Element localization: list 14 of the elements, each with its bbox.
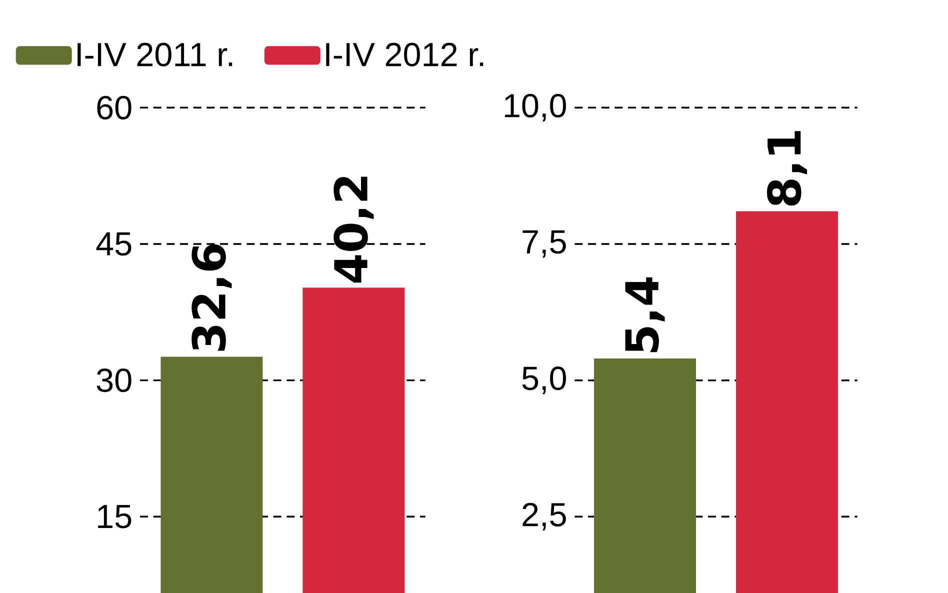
data-label: 40,2 [334,176,374,283]
data-label: 5,4 [625,277,665,352]
y-tick-label: 45 [96,232,132,256]
y-tick-label: 5,0 [522,366,566,394]
y-tick-label: 7,5 [522,230,566,258]
legend-label: I-IV 2012 r. [326,42,484,66]
y-tick-label: 10,0 [504,94,566,122]
legend-label: I-IV 2011 r. [78,42,232,66]
data-label: 8,1 [766,131,808,206]
y-tick-label: 30 [96,368,132,392]
y-tick-label: 15 [98,505,132,528]
y-tick-label: 60 [97,96,132,120]
data-label: 32,6 [192,244,232,351]
y-tick-label: 2,5 [522,502,566,530]
